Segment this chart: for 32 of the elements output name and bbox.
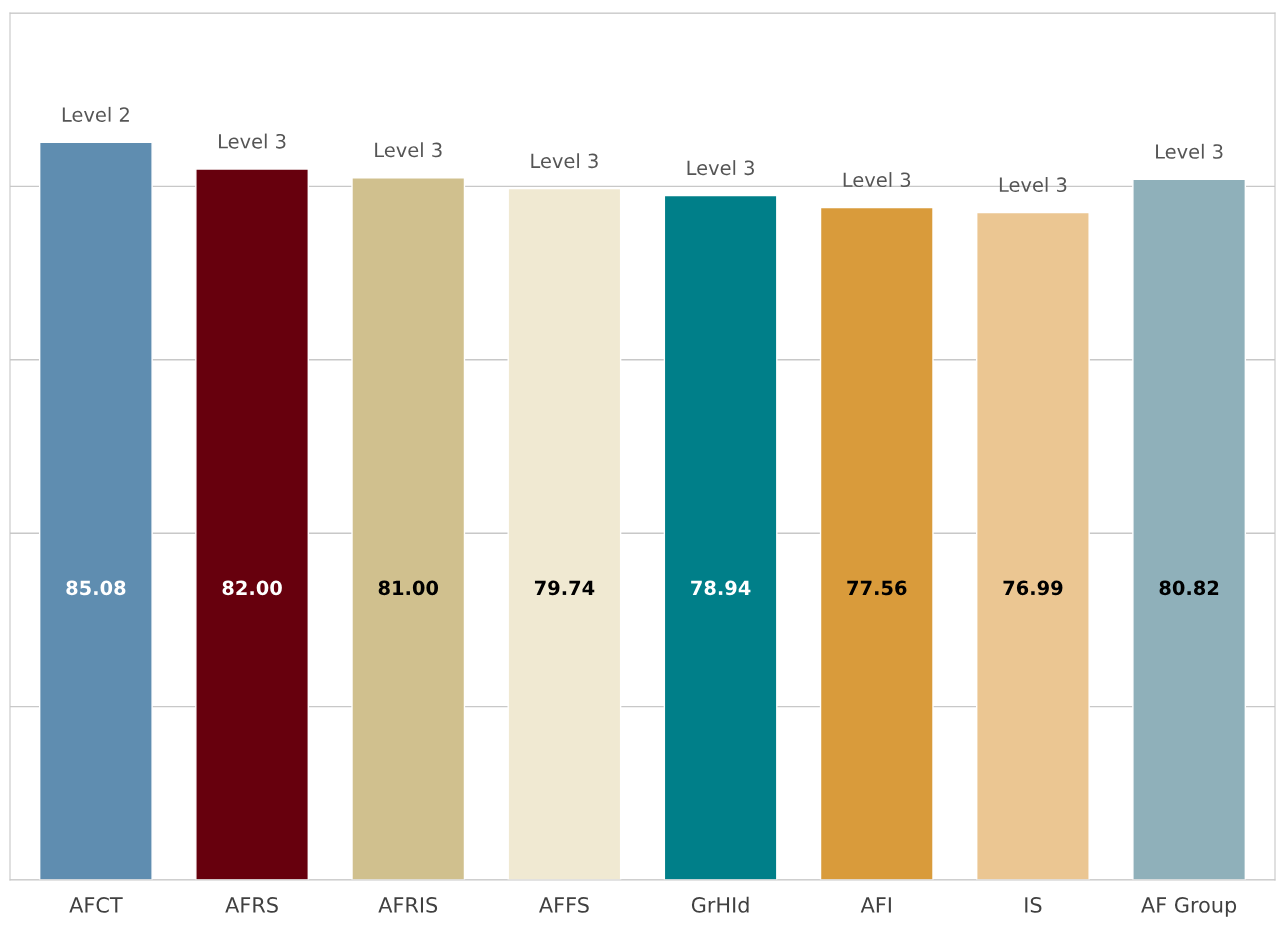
annotation: Level 3 [687, 160, 754, 176]
bar [195, 168, 309, 880]
annotation: Level 3 [531, 153, 598, 169]
data-label: 85.08 [66, 580, 126, 596]
data-label: 76.99 [1003, 580, 1063, 596]
x-tick-label: AF Group [1141, 897, 1237, 917]
x-tick-label: AFI [860, 897, 891, 913]
bar [976, 211, 1090, 880]
annotation: Level 2 [62, 106, 129, 122]
x-tick-label: AFFS [539, 897, 589, 913]
data-label: 82.00 [222, 580, 282, 596]
data-label: 79.74 [534, 580, 595, 596]
data-label: 77.56 [847, 580, 907, 596]
annotation: Level 3 [1156, 143, 1223, 159]
bar [663, 194, 778, 880]
bar [351, 177, 466, 880]
data-label: 78.94 [691, 580, 751, 596]
x-tick-label: IS [1025, 897, 1042, 913]
data-label: 81.00 [378, 580, 439, 596]
x-tick-label: AFRS [225, 897, 278, 913]
bar [1132, 178, 1247, 880]
annotation: Level 3 [843, 172, 911, 188]
x-tick-label: GrHId [691, 896, 749, 913]
x-tick-label: AFCT [69, 897, 123, 913]
data-label: 80.82 [1159, 580, 1219, 596]
annotation: Level 3 [999, 177, 1067, 193]
bar [38, 141, 153, 880]
annotation: Level 3 [375, 142, 442, 158]
bar [507, 187, 622, 880]
annotation: Level 3 [219, 133, 286, 149]
bar [819, 206, 934, 880]
x-tick-label: AFRIS [378, 897, 438, 913]
